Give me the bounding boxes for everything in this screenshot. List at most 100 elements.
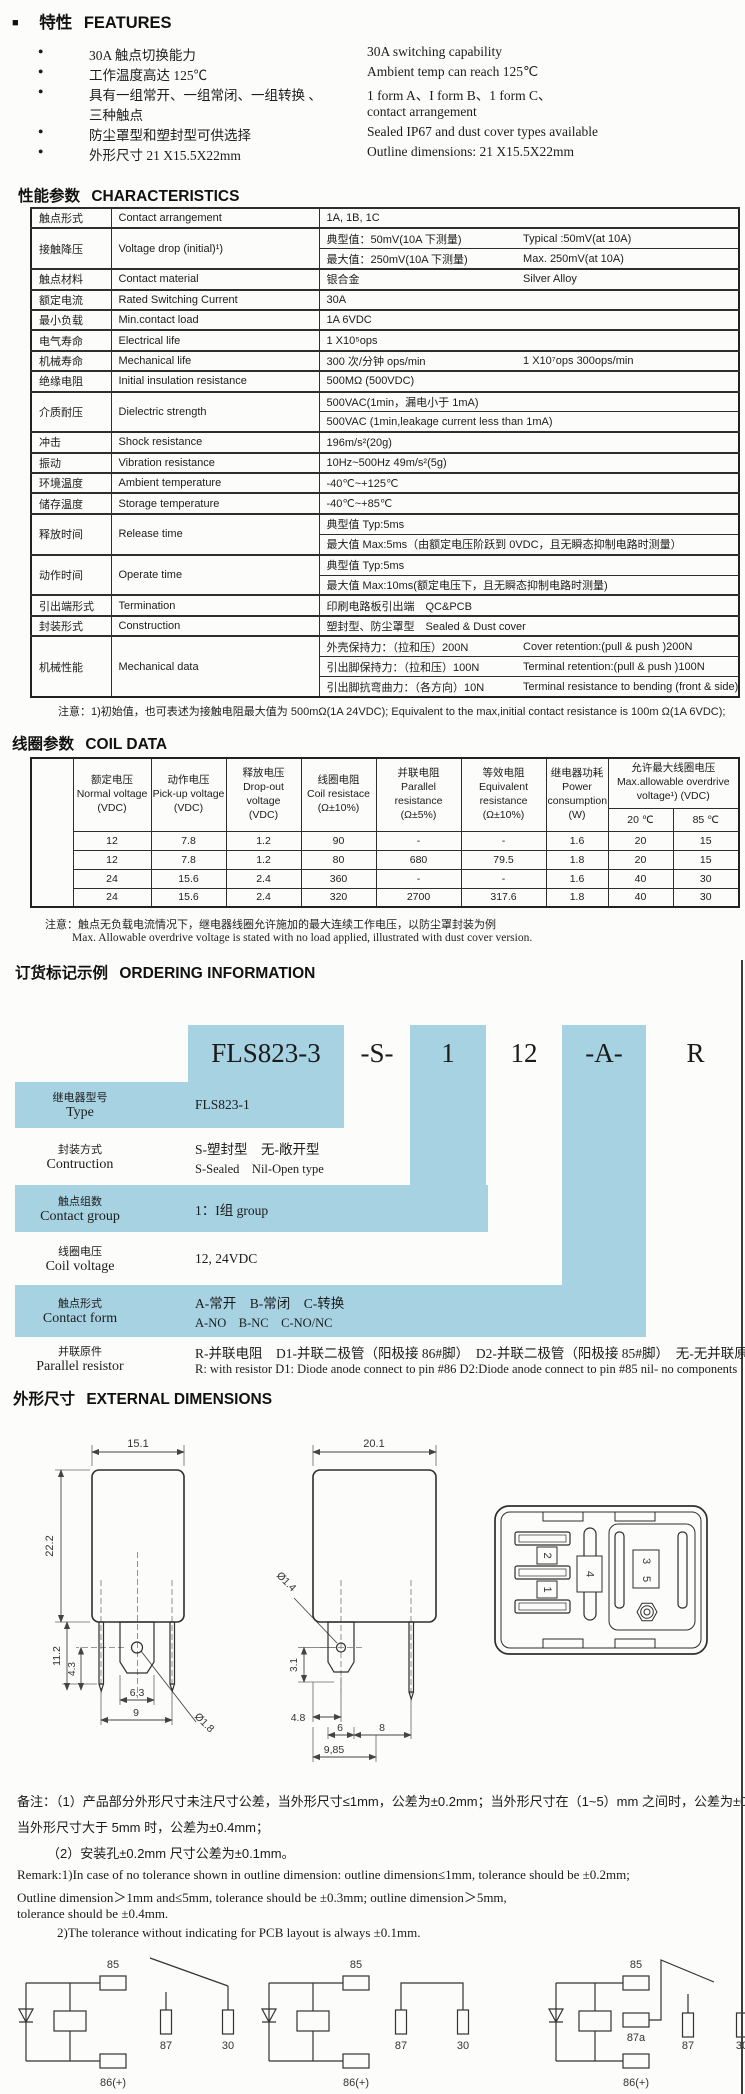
front-dim-pin-length: 11.2 — [51, 1646, 63, 1666]
characteristics-row: 引出端形式 Termination 印刷电路板引出端 QC&PCB — [30, 594, 740, 617]
feature-text-en: contact arrangement — [367, 104, 477, 119]
feature-text-en: 30A switching capability — [367, 44, 502, 59]
ordering-value-line-2: A-NO B-NC C-NO/NC — [195, 1315, 333, 1330]
bullet-icon: ● — [38, 46, 44, 56]
spec-value-right: 1 X10⁷ops 300ops/min — [523, 354, 634, 367]
spec-label-en: Rated Switching Current — [110, 288, 320, 311]
characteristics-row: 最大值 Max:10ms(额定电压下，且无瞬态抑制电路时测量) — [31, 574, 740, 596]
schematic-contact-no: 87 30 — [149, 1957, 234, 2052]
coil-empty-cell — [30, 757, 74, 908]
scan-edge-line — [741, 960, 743, 2094]
spec-label-en: Mechanical life — [110, 349, 320, 372]
coil-header-cell: 线圈电阻 Coil resistace (Ω±10%) — [300, 757, 377, 832]
ordering-row-value: 12, 24VDC — [195, 1238, 745, 1280]
spec-value-left: 500VAC (1min,leakage current less than 1… — [326, 415, 553, 428]
spec-label-en: Ambient temperature — [110, 472, 320, 494]
spec-value-left: 银合金 — [326, 274, 360, 287]
spec-value: 最大值 Max:10ms(额定电压下，且无瞬态抑制电路时测量) — [318, 574, 740, 596]
ordering-label-en: Coil voltage — [45, 1259, 115, 1274]
spec-label-en: Electrical life — [110, 329, 320, 352]
ordering-code-contact-group: 1 — [410, 1025, 486, 1082]
spec-label-zh: 引出端形式 — [30, 594, 112, 617]
characteristics-table: 触点形式 Contact arrangement 1A, 1B, 1C 接触降压 Vol… — [30, 206, 740, 699]
coil-value: 1.2 — [225, 849, 302, 870]
spec-label-zh: 振动 — [30, 451, 112, 474]
ordering-row-value: A-常开 B-常闭 C-转换 A-NO B-NC C-NO/NC — [195, 1285, 745, 1337]
coil-value: 1.6 — [545, 868, 609, 889]
spec-value-left: -40℃~+125℃ — [326, 477, 399, 490]
bullet-icon: ● — [38, 126, 44, 136]
front-dim-height: 22.2 — [44, 1535, 56, 1556]
coil-value: 12 — [72, 830, 152, 851]
characteristics-row: 引出脚保持力：（拉和压）100N Terminal retention:(pull… — [31, 656, 740, 678]
schematic-contact-nc: 87 30 — [395, 1982, 469, 2052]
characteristics-row: 环境温度 Ambient temperature -40℃~+125℃ — [30, 472, 740, 494]
spec-value-left: 塑封型、防尘罩型 Sealed & Dust cover — [326, 621, 526, 633]
ordering-code-contact-form: -A- — [562, 1025, 646, 1082]
ordering-diagram: FLS823-3 -S- 1 12 -A- R 继电器型号 Type FLS823-… — [0, 1000, 745, 1380]
spec-value-right: Silver Alloy — [523, 273, 577, 286]
characteristics-row: 振动 Vibration resistance 10Hz~500Hz 49m/s²(… — [30, 451, 740, 474]
spec-value-right: Terminal resistance to bending (front & … — [523, 680, 739, 693]
ordering-value-line-1: A-常开 B-常闭 C-转换 — [195, 1295, 345, 1311]
spec-label-zh: 动作时间 — [30, 553, 112, 596]
coil-value: 80 — [300, 849, 377, 870]
bottom-pin-2-label: 2 — [541, 1552, 553, 1558]
feature-text-en: Ambient temp can reach 125℃ — [367, 64, 539, 79]
spec-value-left: 典型值：50mV(10A 下测量) — [326, 233, 462, 246]
coil-value: 15.6 — [150, 868, 227, 889]
spec-label-en: Mechanical data — [110, 635, 320, 698]
coil-value: 320 — [300, 887, 377, 908]
bottom-view-drawing: 2 1 4 3 5 — [494, 1505, 708, 1655]
spec-value-left: -40℃~+85℃ — [326, 498, 393, 511]
coil-value: 15 — [672, 830, 740, 851]
remark-zh-3: （2）安装孔±0.2mm 尺寸公差为±0.1mm。 — [47, 1846, 295, 1861]
coil-value: 7.8 — [150, 849, 227, 870]
coil-value: - — [460, 868, 547, 889]
dimensions-title-en: EXTERNAL DIMENSIONS — [86, 1391, 273, 1408]
coil-value: 317.6 — [460, 887, 547, 908]
characteristics-row: 触点材料 Contact material 银合金 Silver Alloy — [30, 268, 740, 291]
front-view-drawing: 15.1 22.2 11.2 4.3 6.3 9 Ø1.8 — [44, 1438, 217, 1736]
ordering-value-line-1: 1：I组 group — [195, 1202, 269, 1218]
feature-text-en: 1 form A、I form B、1 form C、 — [367, 88, 552, 103]
ordering-heading: 订货标记示例 ORDERING INFORMATION — [15, 961, 315, 983]
spec-value-left: 196m/s²(20g) — [326, 436, 392, 449]
spec-value-right: Cover retention:(pull & push )200N — [523, 640, 693, 653]
spec-label-zh: 额定电流 — [30, 288, 112, 311]
ordering-row-label: 触点组数 Contact group — [15, 1185, 145, 1232]
side-dim-d2: 6 — [337, 1722, 343, 1734]
spec-value: 500VAC (1min,leakage current less than 1… — [318, 411, 740, 433]
feature-text-zh: 具有一组常开、一组常闭、一组转换 、 — [89, 88, 322, 103]
spec-value: 塑封型、防尘罩型 Sealed & Dust cover — [318, 614, 740, 637]
feature-text-zh: 防尘罩型和塑封型可供选择 — [89, 128, 251, 143]
front-dim-hole-diameter: Ø1.8 — [192, 1711, 217, 1736]
remark-en-2: Outline dimension＞1mm and≤5mm, tolerance… — [17, 1890, 507, 1905]
features-heading: ■ 特性 FEATURES — [12, 9, 172, 33]
coil-value: 30 — [672, 887, 740, 908]
schematic5-terminal-86-label: 86(+) — [623, 2077, 649, 2089]
spec-label-zh: 触点形式 — [30, 206, 112, 229]
spec-value: 196m/s²(20g) — [318, 431, 740, 454]
characteristics-row: 释放时间 Release time 典型值 Typ:5ms — [30, 512, 740, 556]
spec-label-zh: 储存温度 — [30, 492, 112, 515]
spec-value-left: 300 次/分钟 ops/min — [326, 355, 426, 368]
coil-value: 2700 — [375, 887, 462, 908]
coil-value: 24 — [72, 868, 152, 889]
coil-value: 2.4 — [225, 868, 302, 889]
spec-label-zh: 释放时间 — [30, 512, 112, 556]
dimensions-title-zh: 外形尺寸 — [13, 1391, 76, 1408]
spec-label-en: Construction — [110, 614, 320, 637]
characteristics-heading: 性能参数 CHARACTERISTICS — [18, 184, 239, 206]
characteristics-row: 引出脚抗弯曲力：（各方向）10N Terminal resistance to b… — [31, 676, 740, 698]
schematic-changeover: 85 87a 87 30 86(+) — [547, 1959, 745, 2089]
coil-data-row: 24 15.6 2.4 360- -1.6 40 30 — [31, 868, 740, 889]
schematic2-terminal-30-label: 30 — [222, 2040, 234, 2052]
characteristics-row: 最大值：250mV(10A 下测量) Max. 250mV(at 10A) — [31, 248, 740, 270]
schematic3-terminal-86-label: 86(+) — [343, 2077, 369, 2089]
coil-data-row: 12 7.8 1.2 80 680 79.5 1.8 20 15 — [31, 849, 740, 870]
spec-label-en: Shock resistance — [110, 431, 320, 454]
spec-label-zh: 接触降压 — [30, 227, 112, 270]
spec-value-left: 最大值 Max:10ms(额定电压下，且无瞬态抑制电路时测量) — [326, 579, 608, 592]
coil-header-cell: 额定电压 Normal voltage (VDC) — [72, 757, 152, 832]
